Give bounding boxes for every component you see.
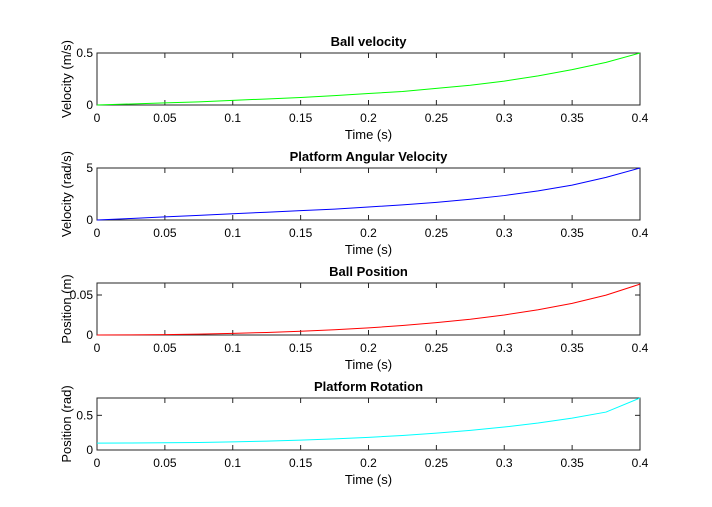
- subplot-title: Ball Position: [329, 264, 408, 279]
- x-tick-label: 0: [94, 226, 101, 240]
- x-tick-label: 0.35: [560, 456, 584, 470]
- x-tick-label: 0.25: [425, 456, 449, 470]
- x-tick-label: 0.3: [496, 226, 513, 240]
- x-tick-label: 0.3: [496, 341, 513, 355]
- x-tick-label: 0: [94, 341, 101, 355]
- y-tick-label: 5: [86, 161, 93, 175]
- axes-box: [96, 282, 641, 336]
- x-tick-label: 0.15: [289, 226, 313, 240]
- y-tick-label: 0.05: [70, 288, 94, 302]
- x-tick-label: 0.4: [632, 456, 649, 470]
- x-tick-label: 0.2: [360, 226, 377, 240]
- subplot-2: 0 0.05 0.1 0.15 0.2 0.25 0.3 0.35 0.4 0 5 Platform …: [59, 149, 649, 257]
- axes-box: [96, 52, 641, 106]
- x-tick-label: 0.15: [289, 456, 313, 470]
- x-tick-label: 0.2: [360, 111, 377, 125]
- subplot-3: 0 0.05 0.1 0.15 0.2 0.25 0.3 0.35 0.4 0 0.05 Ball P…: [59, 264, 649, 372]
- x-tick-label: 0.35: [560, 341, 584, 355]
- series-line: [96, 167, 641, 221]
- y-tick-label: 0: [86, 213, 93, 227]
- x-tick-label: 0.35: [560, 226, 584, 240]
- x-tick-label: 0.25: [425, 226, 449, 240]
- x-tick-label: 0.25: [425, 341, 449, 355]
- series-line: [96, 52, 641, 106]
- series-line: [96, 397, 641, 444]
- x-tick-label: 0.3: [496, 111, 513, 125]
- x-tick-label: 0.1: [224, 341, 241, 355]
- x-tick-label: 0.1: [224, 456, 241, 470]
- x-tick-label: 0.05: [153, 111, 177, 125]
- y-tick-label: 0: [86, 328, 93, 342]
- x-axis-label: Time (s): [345, 472, 392, 487]
- subplot-4: 0 0.05 0.1 0.15 0.2 0.25 0.3 0.35 0.4 0 0.5 Platfor…: [59, 379, 649, 487]
- x-axis-label: Time (s): [345, 357, 392, 372]
- subplot-1: 0 0.05 0.1 0.15 0.2 0.25 0.3 0.35 0.4 0 0.5 Ball ve…: [59, 34, 649, 142]
- y-axis-label: Position (m): [59, 274, 74, 343]
- x-tick-label: 0.25: [425, 111, 449, 125]
- x-tick-label: 0.05: [153, 226, 177, 240]
- x-tick-label: 0.3: [496, 456, 513, 470]
- x-tick-label: 0: [94, 111, 101, 125]
- y-axis-label: Velocity (rad/s): [59, 151, 74, 237]
- x-tick-label: 0.1: [224, 226, 241, 240]
- x-tick-label: 0.15: [289, 111, 313, 125]
- series-line: [96, 283, 641, 336]
- x-axis-label: Time (s): [345, 127, 392, 142]
- y-tick-label: 0: [86, 443, 93, 457]
- x-tick-label: 0.35: [560, 111, 584, 125]
- x-tick-label: 0.2: [360, 456, 377, 470]
- x-tick-label: 0.4: [632, 341, 649, 355]
- x-tick-label: 0.1: [224, 111, 241, 125]
- x-tick-label: 0.4: [632, 111, 649, 125]
- subplot-title: Ball velocity: [331, 34, 408, 49]
- x-tick-label: 0.2: [360, 341, 377, 355]
- subplot-title: Platform Angular Velocity: [290, 149, 448, 164]
- x-tick-label: 0.05: [153, 456, 177, 470]
- axes-box: [96, 167, 641, 221]
- y-tick-label: 0: [86, 98, 93, 112]
- subplot-title: Platform Rotation: [314, 379, 423, 394]
- x-axis-label: Time (s): [345, 242, 392, 257]
- x-tick-label: 0.05: [153, 341, 177, 355]
- y-tick-label: 0.5: [76, 408, 93, 422]
- y-tick-label: 0.5: [76, 46, 93, 60]
- x-tick-label: 0: [94, 456, 101, 470]
- x-tick-label: 0.15: [289, 341, 313, 355]
- y-axis-label: Position (rad): [59, 385, 74, 462]
- y-axis-label: Velocity (m/s): [59, 40, 74, 118]
- x-tick-label: 0.4: [632, 226, 649, 240]
